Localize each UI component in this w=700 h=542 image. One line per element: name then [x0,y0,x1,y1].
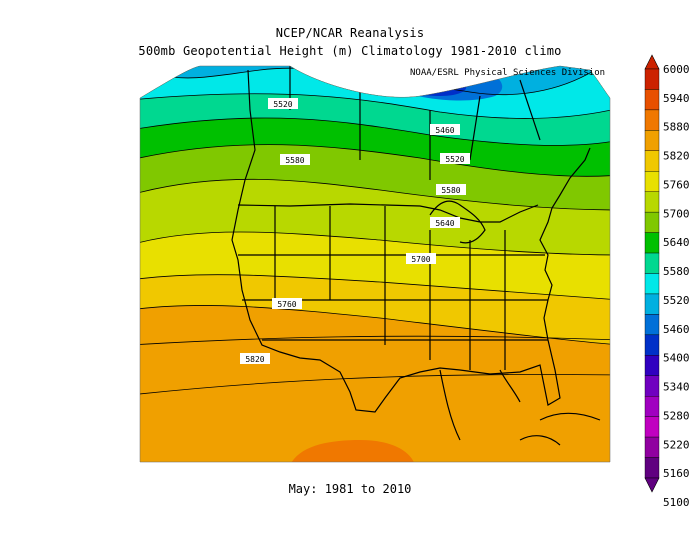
colorbar-label: 5400 [663,352,690,365]
colorbar-label: 5700 [663,207,690,220]
colorbar-swatch [644,355,660,376]
map-domain [139,65,611,463]
colorbar-label: 5640 [663,236,690,249]
colorbar-swatch [644,171,660,192]
colorbar-swatch [644,150,660,172]
colorbar-label: 5460 [663,323,690,336]
colorbar-swatch [644,89,660,111]
contour-label: 5820 [245,355,264,364]
map-title: NCEP/NCAR Reanalysis [275,26,425,40]
colorbar-arrow-bottom [644,477,660,493]
contour-label: 5580 [285,156,304,165]
colorbar-swatch [644,109,660,131]
colorbar-swatch [644,232,660,254]
colorbar-label: 5340 [663,381,690,394]
colorbar-swatch [644,457,660,479]
colorbar-swatch [644,375,660,397]
colorbar-swatch [644,273,660,295]
colorbar-swatch [644,252,660,274]
colorbar-swatch [644,293,660,315]
colorbar-swatch [644,130,660,152]
contour-label: 5700 [411,255,430,264]
colorbar-swatch [644,68,660,90]
colorbar-label: 5940 [663,92,690,105]
contour-label: 5760 [277,300,296,309]
colorbar-label: 5160 [663,467,690,480]
contour-label: 5460 [435,126,454,135]
boundaries [231,66,601,446]
colorbar-swatch [644,396,660,417]
contour-label: 5520 [445,155,464,164]
colorbar-arrow-top [644,54,660,70]
contour-label: 5520 [273,100,292,109]
contour-label: 5580 [441,186,460,195]
colorbar-swatch [644,191,660,213]
colorbar-label: 5280 [663,409,690,422]
colorbar-label: 5880 [663,121,690,134]
contour-label-group: 5520 5460 5580 5520 5580 5640 5700 5760 … [240,98,470,364]
colorbar-label: 5580 [663,265,690,278]
map-subtitle: 500mb Geopotential Height (m) Climatolog… [138,44,562,58]
contour-label: 5640 [435,219,454,228]
colorbar: 6000 5940 5880 5820 5760 5700 5640 5580 5520 5460… [644,54,690,509]
colorbar-swatch [644,436,660,458]
colorbar-label: 5520 [663,294,690,307]
colorbar-swatch [644,334,660,356]
colorbar-swatch [644,314,660,336]
period-label: May: 1981 to 2010 [288,482,412,496]
colorbar-label: 5760 [663,178,690,191]
org-label: NOAA/ESRL Physical Sciences Division [410,68,606,78]
contour-lines [140,66,610,396]
colorbar-label: 6000 [663,63,690,76]
colorbar-swatch [644,416,660,438]
colorbar-label: 5220 [663,438,690,451]
filled-contours [140,66,610,462]
colorbar-label: 5820 [663,150,690,163]
colorbar-label: 5100 [663,496,690,509]
colorbar-swatch [644,211,660,233]
